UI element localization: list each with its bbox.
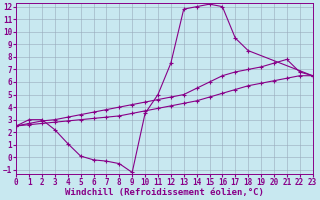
X-axis label: Windchill (Refroidissement éolien,°C): Windchill (Refroidissement éolien,°C) [65, 188, 264, 197]
